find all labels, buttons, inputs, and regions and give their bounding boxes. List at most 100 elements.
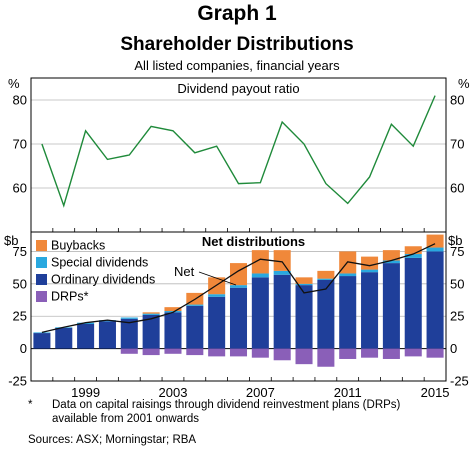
bar-segment — [295, 348, 313, 365]
net-line — [41, 243, 436, 334]
bar-segment — [251, 348, 269, 358]
y-tick-label-right: 50 — [450, 276, 464, 291]
bar-segment — [404, 246, 422, 255]
bar-segment — [120, 317, 138, 319]
shareholder-distributions-chart: % % $b $b 60 60 70 70 80 80 -25 -25 0 0 25 25 50 50 75 75 19… — [4, 76, 470, 400]
y-tick-label-left: 60 — [13, 181, 27, 196]
sources-line: Sources: ASX; Morningstar; RBA — [28, 434, 197, 446]
y-tick-label-left: 75 — [13, 244, 27, 259]
bar-segment — [142, 314, 160, 349]
bar-segment — [186, 348, 204, 356]
bar-segment — [273, 274, 291, 349]
legend-label: Special dividends — [51, 256, 148, 270]
bar-segment — [164, 307, 182, 312]
bar-segment — [404, 348, 422, 357]
unit-label-bottom-left: $b — [4, 233, 18, 248]
payout-ratio-line — [41, 95, 436, 208]
y-tick-label-left: 80 — [13, 93, 27, 108]
chart-subtitle: All listed companies, financial years — [134, 58, 340, 73]
bar-segment — [339, 273, 357, 277]
legend-label: Ordinary dividends — [51, 273, 155, 287]
unit-label-top-left: % — [8, 76, 20, 91]
bar-segment — [273, 250, 291, 271]
bar-segment — [229, 287, 248, 349]
bar-segment — [164, 312, 182, 349]
bar-segment — [339, 348, 357, 359]
top-panel-title: Dividend payout ratio — [177, 81, 299, 96]
bar-segment — [98, 321, 116, 349]
bar-segment — [426, 234, 444, 248]
bar-segment — [33, 332, 51, 334]
footnote-marker: * — [28, 399, 33, 411]
bar-segment — [317, 278, 335, 280]
legend-label: Buybacks — [51, 239, 105, 253]
y-tick-label-right: 70 — [450, 137, 464, 152]
bar-segment — [426, 251, 444, 349]
bar-segment — [142, 348, 160, 356]
bottom-panel-frame — [30, 231, 447, 382]
bar-segment — [273, 348, 291, 361]
bar-segment — [404, 257, 422, 349]
bar-segment — [55, 327, 73, 349]
x-tick-label: 2011 — [334, 385, 362, 400]
legend-swatch — [36, 240, 47, 251]
bar-segment — [295, 285, 313, 349]
bar-segment — [208, 294, 226, 297]
y-tick-label-right: -25 — [450, 374, 469, 389]
net-line-label: Net — [174, 264, 195, 279]
bar-segment — [229, 348, 248, 357]
bar-segment — [426, 348, 444, 358]
bar-segment — [186, 305, 204, 349]
bar-segment — [317, 348, 335, 367]
bar-segment — [120, 348, 138, 354]
bar-segment — [164, 348, 182, 354]
bar-segment — [404, 254, 422, 258]
footnote-text-line2: available from 2001 onwards — [52, 413, 200, 425]
bar-segment — [142, 312, 160, 314]
bar-segment — [120, 318, 138, 349]
graph-label: Graph 1 — [197, 2, 277, 25]
bottom-panel-title: Net distributions — [202, 234, 305, 249]
y-tick-label-right: 75 — [450, 244, 464, 259]
bar-segment — [142, 313, 160, 315]
y-tick-label-right: 0 — [450, 341, 457, 356]
x-tick-label: 2007 — [246, 385, 275, 400]
bar-segment — [295, 283, 313, 286]
bar-segment — [361, 272, 379, 349]
legend-swatch — [36, 291, 47, 302]
y-tick-label-right: 80 — [450, 93, 464, 108]
y-tick-label-right: 25 — [450, 309, 464, 324]
unit-label-bottom-right: $b — [448, 233, 462, 248]
bar-segment — [186, 304, 204, 306]
bar-segment — [361, 256, 379, 270]
chart-title: Shareholder Distributions — [120, 34, 354, 55]
bar-segment — [426, 247, 444, 252]
bar-segment — [33, 333, 51, 349]
net-label-pointer — [198, 271, 237, 286]
footnote-text-line1: Data on capital raisings through dividen… — [52, 399, 401, 411]
bar-segment — [208, 296, 226, 349]
y-tick-label-left: -25 — [8, 374, 27, 389]
x-tick-label: 1999 — [71, 385, 100, 400]
bar-segment — [317, 279, 335, 349]
bar-segment — [339, 276, 357, 349]
legend-swatch — [36, 274, 47, 285]
top-panel-frame — [30, 77, 447, 233]
bar-segment — [382, 348, 400, 359]
legend-label: DRPs* — [51, 290, 89, 304]
bar-segment — [208, 348, 226, 357]
x-tick-label: 2003 — [159, 385, 188, 400]
bar-segment — [361, 348, 379, 358]
y-tick-label-left: 0 — [20, 341, 27, 356]
bar-segment — [382, 263, 400, 349]
bar-segment — [361, 269, 379, 273]
bar-segment — [382, 260, 400, 264]
y-tick-label-left: 50 — [13, 276, 27, 291]
bar-segment — [317, 270, 335, 279]
unit-label-top-right: % — [458, 76, 470, 91]
y-tick-label-left: 25 — [13, 309, 27, 324]
y-tick-label-right: 60 — [450, 181, 464, 196]
bar-segment — [382, 250, 400, 261]
y-tick-label-left: 70 — [13, 137, 27, 152]
bar-segment — [77, 323, 95, 349]
